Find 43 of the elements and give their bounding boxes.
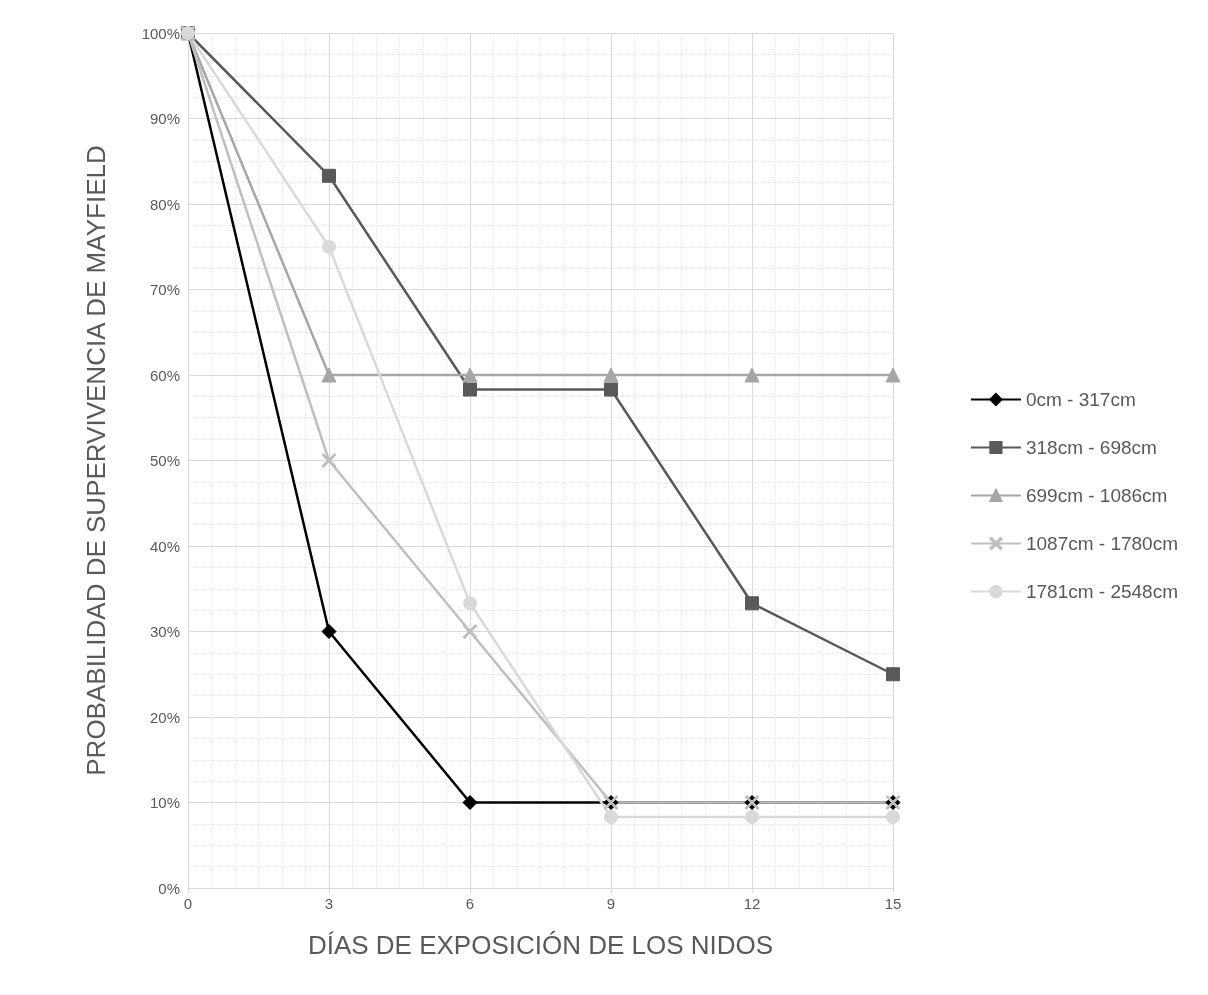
y-tick-label: 40%	[149, 537, 180, 555]
y-tick-label: 50%	[149, 452, 180, 469]
x-axis-title: DÍAS DE EXPOSICIÓN DE LOS NIDOS	[307, 930, 774, 960]
point	[886, 667, 900, 682]
point	[462, 367, 478, 383]
point	[886, 810, 900, 825]
x-tick-label: 3	[324, 895, 334, 912]
point	[322, 168, 336, 183]
point	[321, 453, 337, 468]
y-tick-label: 70%	[149, 281, 180, 298]
legend-label: 699cm - 1086cm	[1025, 485, 1168, 506]
x-tick-label: 12	[743, 895, 761, 912]
point	[745, 596, 759, 611]
y-tick-label: 90%	[149, 110, 180, 127]
y-tick-label: 60%	[149, 366, 180, 384]
legend-label: 0cm - 317cm	[1025, 389, 1136, 410]
point	[604, 810, 618, 825]
point	[745, 810, 759, 825]
y-tick-label: 30%	[149, 623, 180, 640]
y-axis-title: PROBABILIDAD DE SUPERVIVENCIA DE MAYFIELD	[81, 145, 111, 776]
point	[603, 367, 619, 383]
point	[321, 367, 337, 383]
y-tick-label: 0%	[158, 879, 180, 897]
point	[885, 367, 901, 383]
y-tick-label: 100%	[141, 24, 180, 42]
y-tick-label: 20%	[149, 708, 180, 726]
point	[604, 382, 618, 397]
x-tick-label: 6	[465, 895, 475, 912]
legend-label: 1781cm - 2548cm	[1025, 581, 1178, 602]
point	[321, 624, 337, 639]
point	[322, 239, 336, 254]
x-tick-label: 0	[183, 895, 193, 912]
legend-label: 318cm - 698cm	[1025, 437, 1157, 458]
point	[463, 596, 477, 611]
point	[462, 624, 478, 639]
point	[463, 382, 477, 397]
point	[462, 795, 478, 810]
x-tick-label: 15	[884, 895, 902, 912]
y-tick-label: 80%	[149, 195, 180, 213]
legend-label: 1087cm - 1780cm	[1025, 533, 1178, 554]
y-tick-label: 10%	[149, 794, 180, 811]
point	[744, 367, 760, 383]
x-tick-label: 9	[606, 895, 616, 912]
